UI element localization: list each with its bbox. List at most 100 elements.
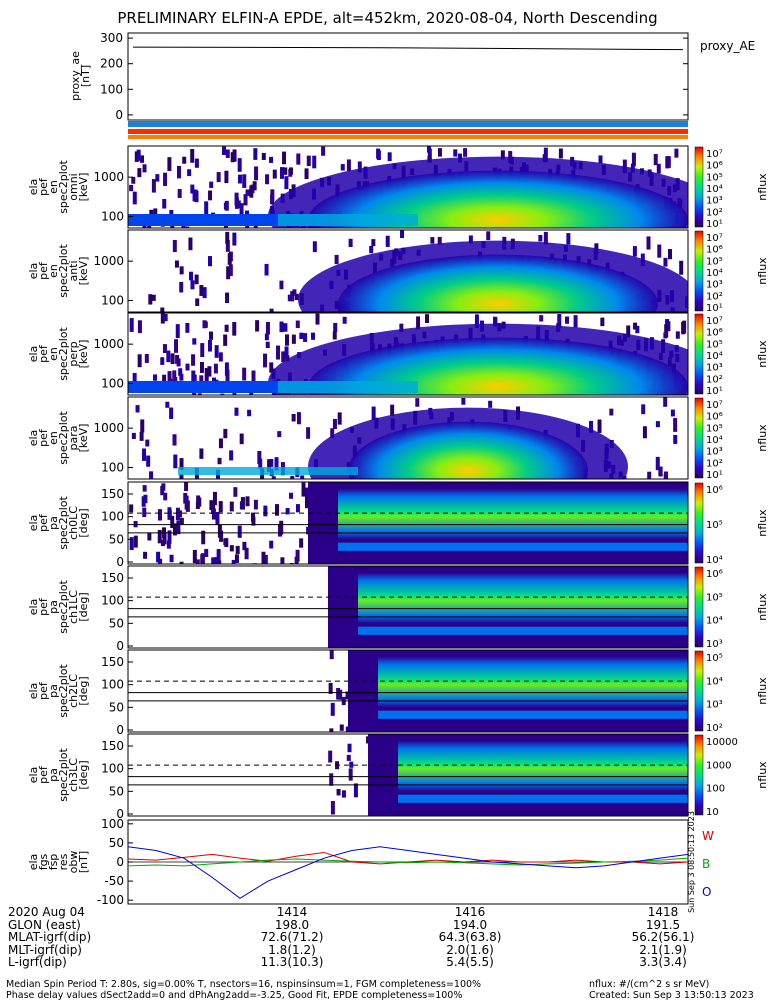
colorbar-tick-label: 10¹ (706, 219, 723, 230)
low-count-pixel (160, 313, 165, 324)
panel-frame (127, 565, 689, 649)
colorbar-tick-label: 10⁵ (706, 339, 723, 350)
low-count-pixel (245, 496, 250, 507)
orbit-info-row: MLT-igrf(dip) 1.8(1.2) 2.0(1.6) 2.1(1.9) (8, 942, 768, 957)
colorbar-tick-label: 10⁵ (706, 592, 723, 603)
y-axis-label-line: en (47, 180, 60, 194)
low-count-pixel (663, 257, 668, 267)
colorbar-tick-label: 10³ (706, 639, 723, 650)
y-tick-label: 100 (100, 82, 123, 96)
low-count-pixel (179, 458, 184, 470)
low-count-pixel (269, 459, 274, 467)
low-count-pixel (242, 367, 247, 381)
low-count-pixel (141, 496, 146, 507)
low-count-pixel (332, 331, 337, 340)
colorbar (694, 566, 704, 648)
proxy-ae-legend: proxy_AE (700, 39, 755, 53)
low-count-pixel (207, 339, 212, 352)
low-count-pixel (670, 409, 675, 417)
y-tick-label: 50 (109, 836, 124, 850)
low-count-pixel (329, 773, 334, 786)
low-count-pixel (177, 189, 182, 198)
low-count-pixel (655, 421, 660, 428)
low-count-pixel (658, 466, 663, 477)
low-count-pixel (346, 159, 351, 172)
low-count-pixel (162, 344, 167, 354)
low-count-pixel (300, 475, 305, 479)
orbit-info-value: 198.0 (274, 917, 310, 932)
low-count-pixel (311, 332, 316, 340)
spectrogram-panel: 1000100elapefenspec2plotanti[keV]10⁷10⁶1… (27, 229, 769, 314)
low-count-pixel (291, 334, 296, 344)
y-axis-label-line: ela (27, 683, 40, 700)
colorbar-tick-label: 10⁶ (706, 245, 723, 256)
low-count-pixel (529, 227, 534, 228)
low-count-pixel (243, 194, 248, 206)
low-count-pixel (598, 155, 603, 164)
low-count-pixel (597, 419, 602, 433)
low-count-pixel (468, 235, 473, 244)
low-count-pixel (211, 508, 216, 520)
low-count-pixel (257, 451, 262, 465)
low-count-pixel (204, 201, 209, 215)
orbit-info-value: 2.0(1.6) (446, 942, 494, 957)
low-count-pixel (166, 350, 171, 363)
low-count-pixel (416, 316, 421, 330)
y-axis-label-line: [keV] (77, 173, 90, 202)
y-axis-label-line: spec2plot (57, 496, 70, 550)
low-count-pixel (195, 501, 200, 509)
orbit-info-value: 1418 (647, 905, 679, 919)
low-count-pixel (239, 433, 244, 445)
low-count-pixel (202, 320, 207, 329)
pa-flux-band-lower (358, 626, 688, 635)
colorbar-tick-label: 10⁵ (706, 423, 723, 434)
low-count-pixel (145, 439, 150, 447)
low-count-pixel (328, 682, 333, 694)
low-count-pixel (345, 691, 350, 700)
low-count-pixel (340, 164, 345, 171)
low-count-pixel (182, 156, 187, 164)
orbit-info-label: MLT-igrf(dip) (8, 942, 82, 957)
low-count-pixel (222, 146, 227, 155)
low-count-pixel (284, 334, 289, 346)
y-tick-label: 0 (116, 555, 124, 569)
colorbar-tick-label: 10⁷ (706, 233, 723, 244)
footer-line-1: Median Spin Period T: 2.80s, sig=0.00% T… (6, 979, 482, 990)
y-axis-label-line: pef (37, 261, 50, 280)
low-count-pixel (349, 761, 354, 768)
low-count-pixel (147, 532, 152, 541)
low-count-pixel (406, 227, 411, 228)
colorbar-tick-label: 10⁶ (706, 161, 723, 172)
low-count-pixel (338, 689, 343, 700)
low-count-pixel (558, 148, 563, 159)
low-count-pixel (142, 448, 147, 461)
low-count-pixel (153, 374, 158, 381)
low-count-pixel (185, 363, 190, 371)
low-count-pixel (633, 322, 638, 330)
low-count-pixel (224, 170, 229, 184)
low-count-pixel (167, 371, 172, 385)
colorbar-tick-label: 10³ (706, 280, 723, 291)
low-count-pixel (209, 500, 214, 511)
low-count-pixel (179, 474, 184, 479)
y-tick-label: 100 (101, 294, 124, 308)
colorbar-label: nflux (756, 424, 769, 452)
low-count-pixel (204, 548, 209, 557)
colorbar-tick-label: 10⁴ (706, 616, 723, 627)
y-axis-label-line: fsp (47, 854, 60, 871)
low-count-pixel (430, 237, 435, 244)
low-count-pixel (247, 409, 252, 417)
low-count-pixel (227, 253, 232, 265)
low-count-pixel (283, 167, 288, 175)
low-count-pixel (427, 148, 432, 162)
low-count-pixel (279, 167, 284, 179)
proxy-ae-line (132, 46, 684, 51)
colorbar-tick-label: 10 (706, 807, 719, 818)
y-axis-label-line: obw (67, 851, 80, 874)
orbit-info-value: 11.3(10.3) (260, 955, 324, 969)
low-count-pixel (224, 324, 229, 332)
low-count-pixel (287, 294, 292, 302)
colorbar (694, 397, 704, 479)
low-count-pixel (348, 768, 353, 781)
low-count-pixel (622, 159, 627, 174)
